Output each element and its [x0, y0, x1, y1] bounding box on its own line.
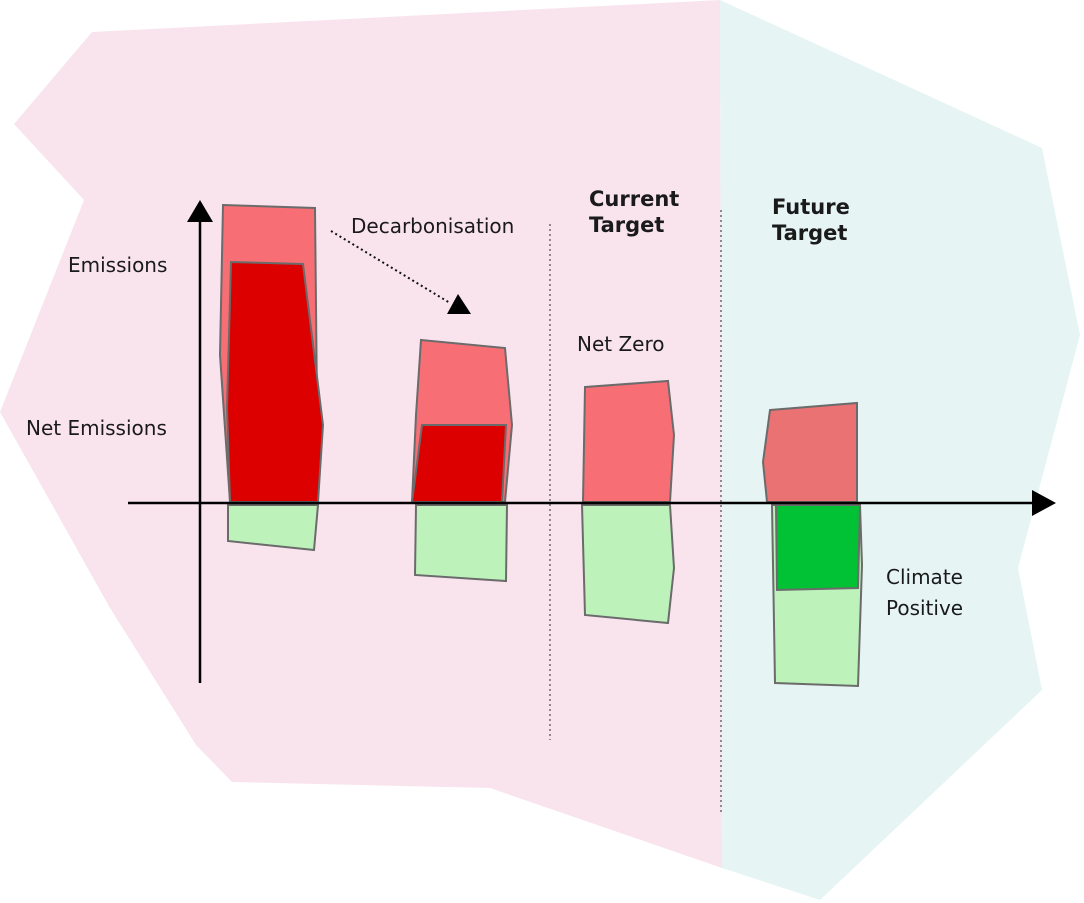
- current-stage-background: [0, 0, 722, 868]
- climate-positive-line1: Climate: [886, 565, 963, 589]
- offset-bar-2: [413, 504, 509, 583]
- offset-bar-3: [580, 504, 676, 625]
- gross-emissions-bar-4: [761, 401, 858, 503]
- net-removals-bar-4: [774, 504, 862, 592]
- gross-emissions-bar-3: [581, 379, 676, 503]
- decarbonisation-label: Decarbonisation: [351, 214, 515, 238]
- future-target-line2: Target: [772, 221, 848, 246]
- arrow-down-right-icon: [447, 294, 471, 314]
- net-emissions-bar-2: [410, 424, 508, 503]
- future-target-header: Future Target: [772, 194, 850, 247]
- future-target-line1: Future: [772, 195, 850, 219]
- climate-positive-line2: Positive: [886, 596, 964, 620]
- current-target-header: Current Target: [589, 186, 679, 239]
- offset-bar-1: [227, 504, 320, 552]
- net-emissions-label: Net Emissions: [26, 416, 167, 440]
- arrow-right-icon: [1032, 490, 1056, 516]
- current-target-line2: Target: [589, 213, 665, 238]
- emissions-label: Emissions: [68, 253, 168, 277]
- current-target-line1: Current: [589, 187, 680, 211]
- net-zero-label: Net Zero: [577, 332, 665, 356]
- decarbonisation-arrow-line: [330, 230, 451, 304]
- climate-positive-label: Climate Positive: [886, 562, 963, 624]
- arrow-up-icon: [187, 200, 213, 222]
